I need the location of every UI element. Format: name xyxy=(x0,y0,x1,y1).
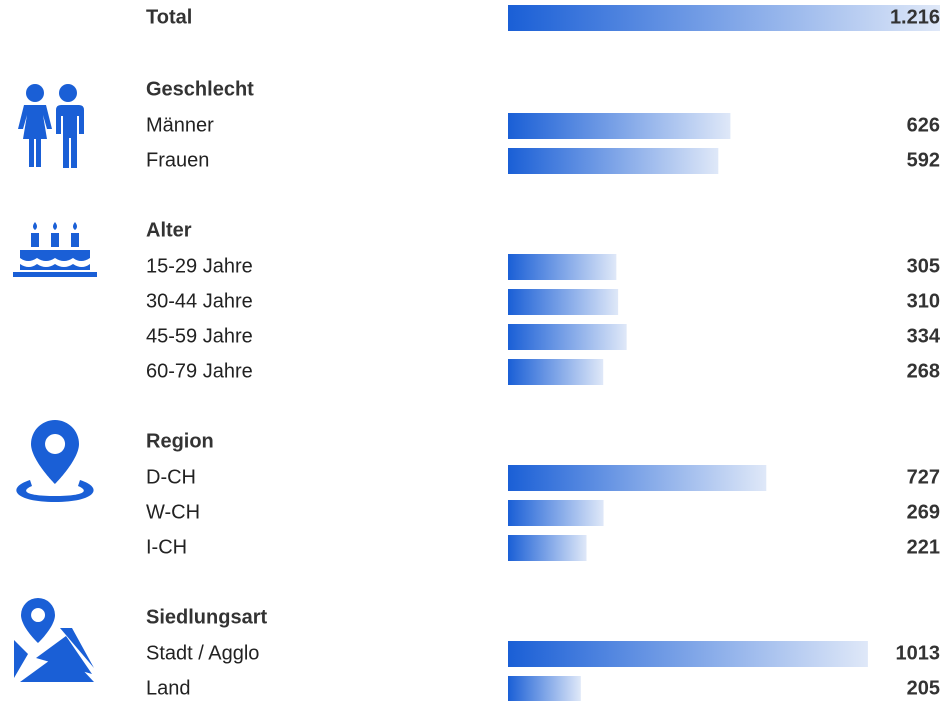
group-title: Alter xyxy=(146,219,192,241)
category-label: Frauen xyxy=(146,149,209,171)
value-label: 334 xyxy=(907,325,941,347)
value-label: 221 xyxy=(907,536,940,558)
bar xyxy=(508,465,767,491)
value-label: 305 xyxy=(907,255,940,277)
bar xyxy=(508,148,719,174)
value-label: 310 xyxy=(907,290,940,312)
bar xyxy=(508,324,627,350)
bar xyxy=(508,641,868,667)
category-label: Stadt / Agglo xyxy=(146,642,259,664)
value-label: 1.216 xyxy=(890,6,940,28)
category-label: Männer xyxy=(146,114,214,136)
bar xyxy=(508,500,604,526)
category-label: D-CH xyxy=(146,466,196,488)
group-title: Geschlecht xyxy=(146,78,254,100)
value-label: 205 xyxy=(907,677,940,699)
value-label: 626 xyxy=(907,114,940,136)
bar xyxy=(508,359,604,385)
bar xyxy=(508,289,619,315)
bar xyxy=(508,113,731,139)
group-title: Siedlungsart xyxy=(146,606,267,628)
gender-icon xyxy=(18,84,84,168)
bar xyxy=(508,535,587,561)
value-label: 268 xyxy=(907,360,940,382)
age-icon xyxy=(13,222,97,277)
category-label: I-CH xyxy=(146,536,187,558)
bar xyxy=(508,5,940,31)
category-label: 15-29 Jahre xyxy=(146,255,253,277)
category-label: 60-79 Jahre xyxy=(146,360,253,382)
category-label: Land xyxy=(146,677,191,699)
group-title: Region xyxy=(146,430,214,452)
region-icon xyxy=(16,420,94,502)
bar xyxy=(508,676,581,701)
bar xyxy=(508,254,617,280)
value-label: 1013 xyxy=(896,642,941,664)
category-label: 45-59 Jahre xyxy=(146,325,253,347)
value-label: 592 xyxy=(907,149,940,171)
category-label: 30-44 Jahre xyxy=(146,290,253,312)
settlement-icon xyxy=(14,598,94,682)
category-label: W-CH xyxy=(146,501,200,523)
value-label: 727 xyxy=(907,466,940,488)
total-label: Total xyxy=(146,6,192,28)
value-label: 269 xyxy=(907,501,940,523)
